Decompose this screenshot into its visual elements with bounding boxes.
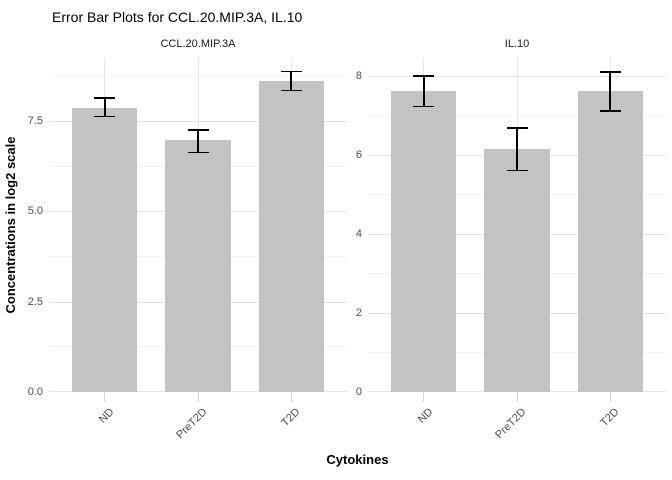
error-bar-cap-bottom <box>599 110 621 112</box>
facet-panel <box>49 58 347 392</box>
error-bar-line <box>609 71 611 111</box>
y-tick-label: 5.0 <box>27 205 43 218</box>
error-bar-cap-bottom <box>413 105 435 108</box>
facet-strip-label: CCL.20.MIP.3A <box>160 38 236 50</box>
error-bar-line <box>290 71 292 91</box>
error-bar-line <box>423 75 425 107</box>
x-tick-mark <box>104 392 106 402</box>
y-tick-label: 7.5 <box>27 114 43 127</box>
x-tick-mark <box>197 392 199 402</box>
y-tick-label: 4 <box>355 227 362 240</box>
error-bar-cap-bottom <box>187 151 209 154</box>
y-tick-label: 8 <box>355 69 362 82</box>
y-tick-label: 0 <box>355 386 362 398</box>
plot-title: Error Bar Plots for CCL.20.MIP.3A, IL.10 <box>52 9 303 25</box>
error-bar-line <box>197 129 199 153</box>
error-bar-cap-bottom <box>94 115 116 118</box>
bar-T2D <box>258 80 324 392</box>
y-tick-label: 2.5 <box>27 295 43 308</box>
error-bar-cap-bottom <box>506 169 528 171</box>
bar-ND <box>391 91 457 392</box>
error-bar-cap-bottom <box>280 89 302 92</box>
bar-ND <box>72 107 138 392</box>
error-bar-cap-top <box>280 70 302 73</box>
error-bar-cap-top <box>94 97 116 99</box>
error-bar-line <box>104 97 106 117</box>
x-tick-mark <box>516 392 518 402</box>
y-tick-label: 0.0 <box>27 386 43 398</box>
facet-panel <box>368 58 666 392</box>
y-tick-label: 2 <box>355 306 362 319</box>
error-bar-cap-top <box>599 71 621 73</box>
y-tick-label: 6 <box>355 148 362 161</box>
bar-T2D <box>577 91 643 392</box>
x-tick-mark <box>423 392 425 402</box>
facet-strip-label: IL.10 <box>504 38 530 50</box>
error-bar-cap-top <box>187 129 209 131</box>
error-bar-cap-top <box>413 75 435 77</box>
bar-PreT2D <box>165 140 231 392</box>
x-tick-mark <box>290 392 292 402</box>
error-bar-line <box>516 127 518 171</box>
x-tick-mark <box>609 392 611 402</box>
bar-PreT2D <box>484 148 550 392</box>
x-axis-title: Cytokines <box>326 452 389 467</box>
error-bar-cap-top <box>506 127 528 129</box>
